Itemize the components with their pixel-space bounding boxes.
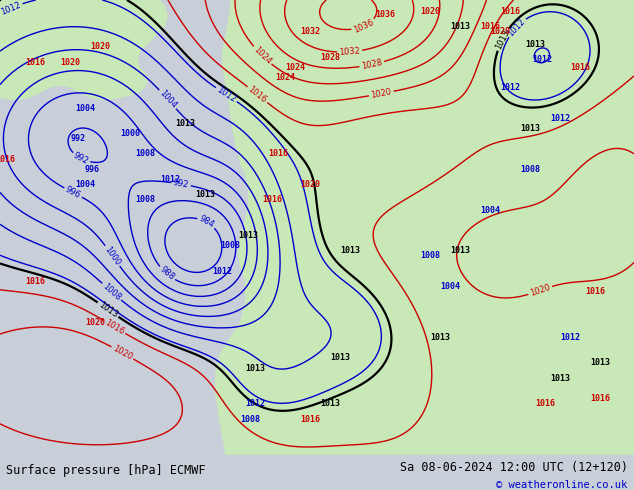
Text: 1008: 1008 — [420, 251, 440, 260]
Text: 1012: 1012 — [215, 85, 238, 104]
Text: 1008: 1008 — [135, 149, 155, 158]
Text: 1024: 1024 — [252, 45, 273, 66]
Text: 1036: 1036 — [375, 10, 395, 19]
Text: 1016: 1016 — [262, 196, 282, 204]
Text: 996: 996 — [64, 185, 82, 200]
Text: 1032: 1032 — [300, 27, 320, 36]
Text: 1004: 1004 — [480, 205, 500, 215]
Text: 1028: 1028 — [320, 52, 340, 62]
Text: 1016: 1016 — [590, 394, 610, 403]
Text: 1013: 1013 — [175, 119, 195, 128]
Text: 1013: 1013 — [494, 27, 512, 50]
Text: 1013: 1013 — [550, 374, 570, 383]
Text: 1020: 1020 — [420, 7, 440, 16]
Text: 1013: 1013 — [450, 246, 470, 255]
Text: 1024: 1024 — [275, 73, 295, 82]
Text: 1013: 1013 — [330, 353, 350, 363]
Text: Sa 08-06-2024 12:00 UTC (12+120): Sa 08-06-2024 12:00 UTC (12+120) — [399, 461, 628, 473]
Text: 1013: 1013 — [430, 333, 450, 342]
Text: 988: 988 — [158, 265, 176, 282]
Text: 1016: 1016 — [25, 58, 45, 67]
Text: 1008: 1008 — [220, 241, 240, 250]
Text: 1020: 1020 — [85, 318, 105, 327]
Text: 1012: 1012 — [560, 333, 580, 342]
Text: 1000: 1000 — [120, 129, 140, 138]
Text: 1008: 1008 — [240, 415, 260, 423]
Text: 1013: 1013 — [520, 124, 540, 133]
Text: 1020: 1020 — [111, 344, 134, 362]
Text: 1000: 1000 — [103, 245, 122, 267]
Text: 1020: 1020 — [300, 180, 320, 189]
Text: 1020: 1020 — [370, 87, 392, 100]
Text: 1012: 1012 — [0, 0, 22, 16]
Text: 1012: 1012 — [550, 114, 570, 123]
Text: 1016: 1016 — [480, 22, 500, 31]
Text: 1016: 1016 — [500, 7, 520, 16]
Text: 1016: 1016 — [268, 149, 288, 158]
Text: 1020: 1020 — [529, 283, 552, 298]
Text: 1013: 1013 — [590, 359, 610, 368]
Text: 992: 992 — [72, 151, 90, 166]
Text: 1012: 1012 — [212, 267, 232, 276]
Text: 1013: 1013 — [450, 22, 470, 31]
Text: 1016: 1016 — [25, 277, 45, 286]
Text: 1016: 1016 — [535, 399, 555, 408]
Text: 1008: 1008 — [135, 196, 155, 204]
Text: 996: 996 — [84, 165, 100, 174]
Text: 1032: 1032 — [339, 47, 360, 57]
Text: 1020: 1020 — [60, 58, 80, 67]
Text: 1028: 1028 — [361, 58, 383, 71]
Text: 1020: 1020 — [90, 43, 110, 51]
Text: 1013: 1013 — [245, 364, 265, 372]
Text: 1036: 1036 — [352, 18, 375, 35]
Text: 1016: 1016 — [103, 318, 126, 336]
Text: © weatheronline.co.uk: © weatheronline.co.uk — [496, 480, 628, 490]
Text: 1024: 1024 — [285, 63, 305, 72]
Text: 1013: 1013 — [320, 399, 340, 408]
Polygon shape — [0, 0, 168, 100]
Text: 1004: 1004 — [440, 282, 460, 291]
Text: 1013: 1013 — [525, 40, 545, 49]
Text: 1016: 1016 — [247, 85, 268, 105]
Text: 1013: 1013 — [97, 300, 119, 319]
Text: 1016: 1016 — [0, 154, 15, 164]
Text: 1016: 1016 — [585, 287, 605, 296]
Text: 1013: 1013 — [195, 190, 215, 199]
Text: 1004: 1004 — [75, 180, 95, 189]
Text: 1004: 1004 — [157, 89, 178, 110]
Text: 1012: 1012 — [160, 175, 180, 184]
Text: Surface pressure [hPa] ECMWF: Surface pressure [hPa] ECMWF — [6, 464, 206, 477]
Polygon shape — [215, 0, 634, 455]
Text: 1013: 1013 — [238, 231, 258, 240]
Text: 1012: 1012 — [532, 54, 552, 64]
Text: 1016: 1016 — [570, 63, 590, 72]
Text: 1012: 1012 — [500, 83, 520, 92]
Text: 984: 984 — [197, 214, 216, 230]
Text: 1012: 1012 — [506, 17, 527, 38]
Text: 1008: 1008 — [101, 281, 122, 302]
Text: 1013: 1013 — [340, 246, 360, 255]
Text: 1012: 1012 — [245, 399, 265, 408]
Text: 1008: 1008 — [520, 165, 540, 174]
Text: 1020: 1020 — [490, 27, 510, 36]
Text: 992: 992 — [172, 178, 190, 190]
Text: 1004: 1004 — [75, 103, 95, 113]
Text: 992: 992 — [70, 134, 86, 143]
Text: 1016: 1016 — [300, 415, 320, 423]
